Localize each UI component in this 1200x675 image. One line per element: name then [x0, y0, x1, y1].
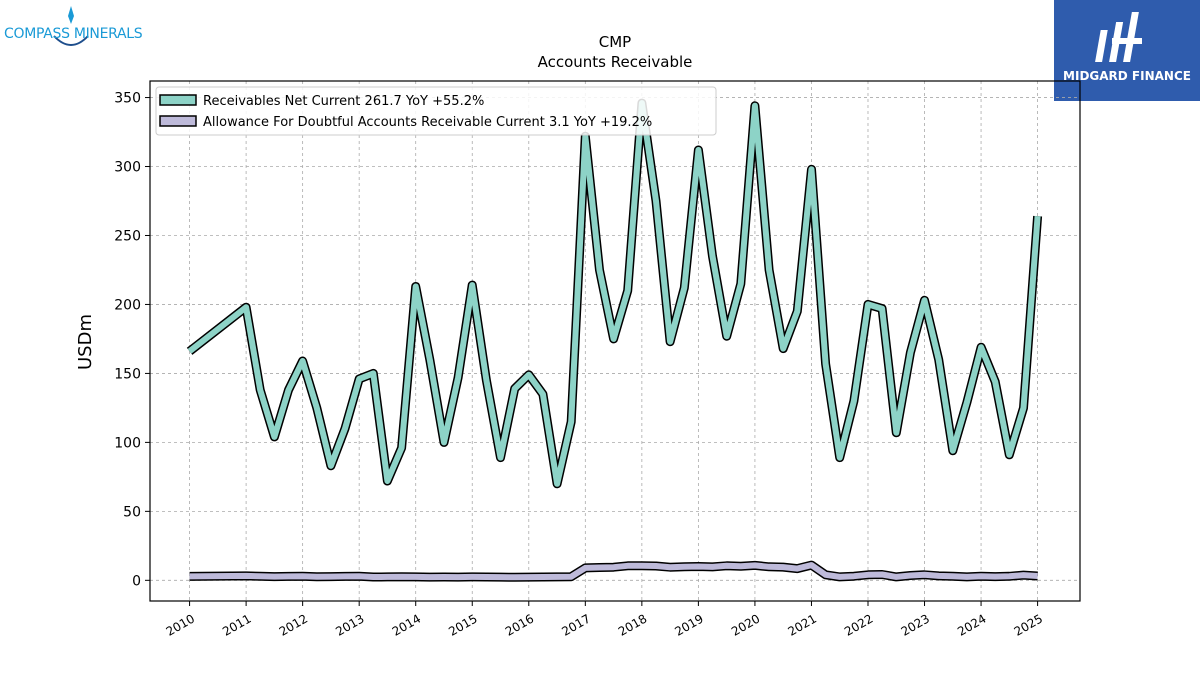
x-tick-label: 2013 [333, 611, 366, 638]
partner-logo-text: MIDGARD FINANCE [1063, 69, 1191, 83]
y-tick-label: 200 [114, 297, 141, 313]
x-tick-label: 2023 [899, 611, 932, 638]
x-tick-label: 2010 [164, 611, 197, 638]
series-line-outline [186, 98, 1043, 489]
compass-star-icon [53, 6, 89, 46]
x-tick-label: 2019 [672, 611, 705, 638]
plot-area-frame [149, 80, 1081, 602]
x-tick-label: 2022 [842, 611, 875, 638]
partner-mark-icon [1095, 12, 1142, 62]
legend-label: Receivables Net Current 261.7 YoY +55.2% [203, 94, 484, 109]
x-tick-label: 2021 [786, 611, 819, 638]
y-tick-label: 250 [114, 228, 141, 244]
partner-logo: MIDGARD FINANCE [1054, 0, 1200, 101]
y-tick-label: 50 [123, 504, 141, 520]
y-tick-label: 150 [114, 366, 141, 382]
y-tick-label: 300 [114, 160, 141, 176]
legend-swatch [159, 115, 197, 127]
legend: Receivables Net Current 261.7 YoY +55.2%… [155, 86, 717, 136]
legend-box [155, 86, 717, 136]
x-tick-label: 2025 [1012, 611, 1045, 638]
x-tick-label: 2011 [220, 611, 253, 638]
x-tick-label: 2017 [559, 611, 592, 638]
y-tick-label: 0 [132, 573, 141, 589]
chart-subtitle: Accounts Receivable [538, 53, 693, 71]
legend-swatch [159, 94, 197, 106]
x-tick-label: 2018 [616, 611, 649, 638]
legend-label: Allowance For Doubtful Accounts Receivab… [203, 115, 652, 130]
series-line [187, 100, 1041, 487]
company-logo: COMPASS MINERALS [4, 4, 149, 54]
y-tick-label: 100 [114, 435, 141, 451]
chart-title: CMP [599, 33, 631, 51]
x-tick-label: 2024 [955, 611, 988, 638]
x-tick-label: 2012 [277, 611, 310, 638]
y-tick-label: 350 [114, 91, 141, 107]
x-tick-label: 2016 [503, 611, 536, 638]
x-tick-label: 2014 [390, 611, 423, 638]
company-logo-text: COMPASS MINERALS [4, 26, 143, 42]
x-tick-label: 2015 [446, 611, 479, 638]
x-tick-label: 2020 [729, 611, 762, 638]
series-line [189, 562, 1038, 581]
y-axis-label: USDm [75, 314, 96, 370]
